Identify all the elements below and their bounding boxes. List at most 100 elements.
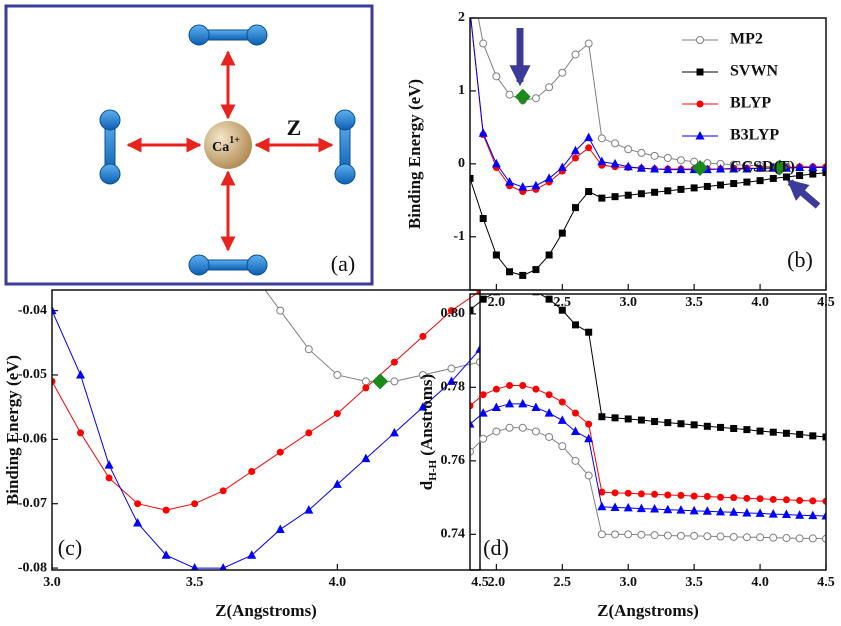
- marker: [742, 508, 751, 517]
- marker: [220, 487, 227, 494]
- marker: [448, 365, 455, 372]
- marker: [585, 472, 592, 479]
- marker: [704, 533, 711, 540]
- series-line: [252, 272, 480, 381]
- marker: [612, 414, 619, 421]
- legend-label: BLYP: [730, 95, 771, 112]
- marker: [677, 186, 684, 193]
- marker: [532, 95, 539, 102]
- marker: [546, 84, 553, 91]
- marker: [783, 535, 790, 542]
- marker: [783, 430, 790, 437]
- marker: [757, 428, 764, 435]
- marker: [612, 531, 619, 538]
- marker: [559, 230, 566, 237]
- x-tick-label: 4.5: [471, 575, 489, 590]
- marker: [691, 493, 698, 500]
- marker: [757, 534, 764, 541]
- marker: [676, 505, 685, 514]
- marker: [480, 296, 487, 303]
- marker: [796, 172, 803, 179]
- marker: [769, 509, 778, 518]
- marker: [664, 155, 671, 162]
- marker: [480, 40, 487, 47]
- marker: [480, 215, 487, 222]
- marker: [795, 510, 804, 519]
- y-tick-label: 0.76: [441, 453, 466, 468]
- marker: [546, 251, 553, 258]
- y-tick-label: 0.78: [441, 380, 466, 395]
- marker: [506, 91, 513, 98]
- marker: [625, 490, 632, 497]
- marker: [597, 502, 606, 511]
- panel-label: (c): [58, 535, 82, 560]
- x-tick-label: 3.0: [619, 295, 637, 310]
- marker: [650, 504, 659, 513]
- marker: [625, 415, 632, 422]
- panel-label: (b): [787, 247, 813, 272]
- marker: [809, 171, 816, 178]
- y-tick-label: 0.74: [441, 527, 466, 542]
- marker: [638, 490, 645, 497]
- marker: [677, 492, 684, 499]
- marker: [519, 424, 526, 431]
- marker: [638, 531, 645, 538]
- marker: [651, 189, 658, 196]
- marker: [730, 533, 737, 540]
- marker: [77, 429, 84, 436]
- marker: [571, 426, 580, 435]
- marker: [598, 135, 605, 142]
- marker: [743, 534, 750, 541]
- marker: [572, 155, 579, 162]
- y-tick-label: -1: [453, 229, 465, 244]
- marker: [664, 492, 671, 499]
- marker: [515, 89, 531, 105]
- marker: [730, 494, 737, 501]
- marker: [743, 426, 750, 433]
- marker: [598, 413, 605, 420]
- y-tick-label: 1: [458, 83, 465, 98]
- marker: [690, 506, 699, 514]
- marker: [546, 296, 553, 303]
- marker: [697, 37, 704, 44]
- marker: [770, 496, 777, 503]
- marker: [105, 460, 114, 469]
- marker: [248, 468, 255, 475]
- ion-symbol: Ca: [212, 140, 229, 155]
- marker: [677, 420, 684, 427]
- marker: [506, 424, 513, 431]
- marker: [796, 431, 803, 438]
- marker: [545, 408, 554, 417]
- series-line: [470, 288, 826, 437]
- marker: [532, 266, 539, 273]
- figure: Ca1+ Z (a) -10122.02.53.03.54.04.5Bindin…: [0, 0, 841, 626]
- marker: [480, 435, 487, 442]
- marker: [704, 423, 711, 430]
- marker: [717, 533, 724, 540]
- marker: [106, 474, 113, 481]
- marker: [390, 428, 399, 437]
- y-label-rest: (Anstroms): [417, 374, 436, 460]
- marker: [757, 177, 764, 184]
- marker: [691, 532, 698, 539]
- marker: [585, 144, 592, 151]
- marker: [757, 495, 764, 502]
- x-tick-label: 3.0: [619, 575, 637, 590]
- marker: [717, 181, 724, 188]
- marker: [134, 500, 141, 507]
- marker: [677, 532, 684, 539]
- x-tick-label: 4.0: [751, 295, 769, 310]
- y-axis-label: Binding Energy (eV): [3, 355, 22, 505]
- marker: [585, 329, 592, 336]
- legend-label: MP2: [730, 31, 763, 48]
- marker: [532, 386, 539, 393]
- marker: [493, 386, 500, 393]
- marker: [612, 193, 619, 200]
- marker: [532, 428, 539, 435]
- marker: [796, 535, 803, 542]
- panel-a: Ca1+ Z (a): [6, 6, 372, 284]
- legend: MP2SVWNBLYPB3LYPCCSD(T): [682, 31, 795, 176]
- marker: [663, 505, 672, 513]
- marker: [783, 496, 790, 503]
- marker: [559, 307, 566, 314]
